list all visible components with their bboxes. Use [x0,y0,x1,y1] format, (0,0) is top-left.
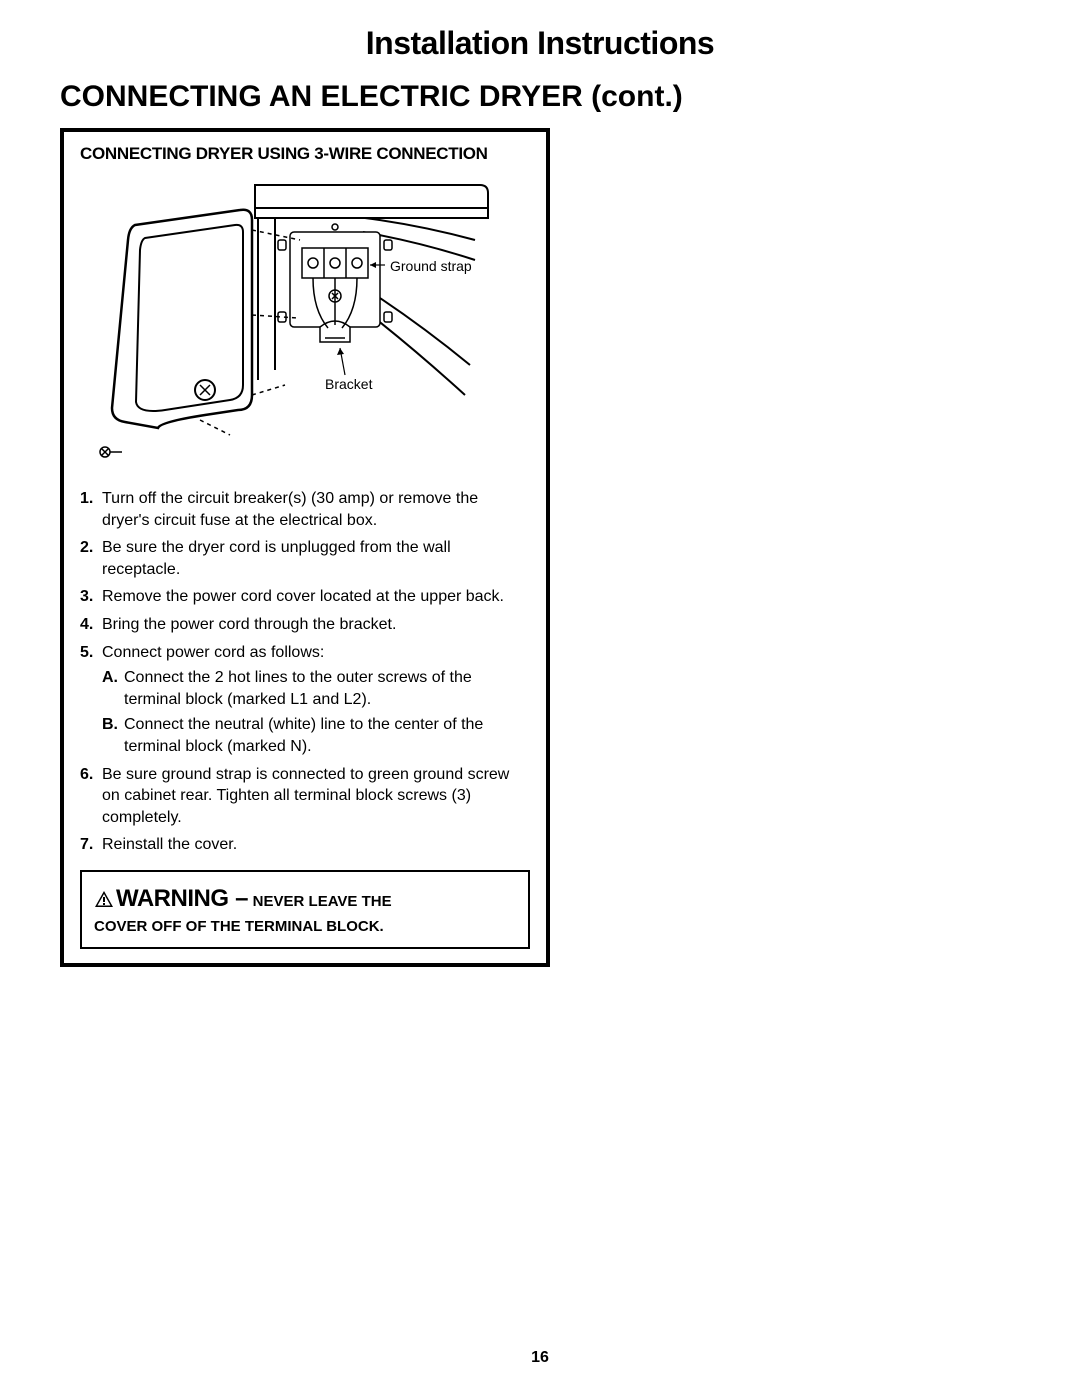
instructions-list: Turn off the circuit breaker(s) (30 amp)… [80,488,530,856]
step-5: Connect power cord as follows: A. Connec… [80,642,530,758]
substep-b-letter: B. [102,714,118,736]
substep-a: A. Connect the 2 hot lines to the outer … [102,667,530,710]
step-3: Remove the power cord cover located at t… [80,586,530,608]
step-6: Be sure ground strap is connected to gre… [80,764,530,829]
page-container: Installation Instructions CONNECTING AN … [0,0,1080,1397]
warning-box: WARNING – NEVER LEAVE THE COVER OFF OF T… [80,870,530,949]
substep-b-text: Connect the neutral (white) line to the … [124,716,483,755]
page-number: 16 [0,1349,1080,1367]
step-1: Turn off the circuit breaker(s) (30 amp)… [80,488,530,531]
step-4: Bring the power cord through the bracket… [80,614,530,636]
step-5-text: Connect power cord as follows: [102,644,324,661]
warning-part2: COVER OFF OF THE TERMINAL BLOCK. [94,918,384,935]
warning-dash: – [229,885,249,912]
warning-part1: NEVER LEAVE THE [249,893,392,910]
wiring-diagram: Ground strap Bracket [80,170,530,480]
diagram-label-bracket: Bracket [325,376,372,392]
substep-a-text: Connect the 2 hot lines to the outer scr… [124,669,472,708]
content-box: CONNECTING DRYER USING 3-WIRE CONNECTION [60,128,550,967]
substep-a-letter: A. [102,667,118,689]
diagram-label-ground: Ground strap [390,258,472,274]
warning-title: WARNING [116,885,229,912]
subsection-title: CONNECTING DRYER USING 3-WIRE CONNECTION [80,144,530,164]
substeps-list: A. Connect the 2 hot lines to the outer … [102,667,530,757]
substep-b: B. Connect the neutral (white) line to t… [102,714,530,757]
warning-icon [94,890,114,914]
section-title: CONNECTING AN ELECTRIC DRYER (cont.) [60,80,1020,114]
step-7: Reinstall the cover. [80,834,530,856]
main-title: Installation Instructions [60,25,1020,62]
step-2: Be sure the dryer cord is unplugged from… [80,537,530,580]
warning-text: WARNING – NEVER LEAVE THE COVER OFF OF T… [94,882,516,937]
